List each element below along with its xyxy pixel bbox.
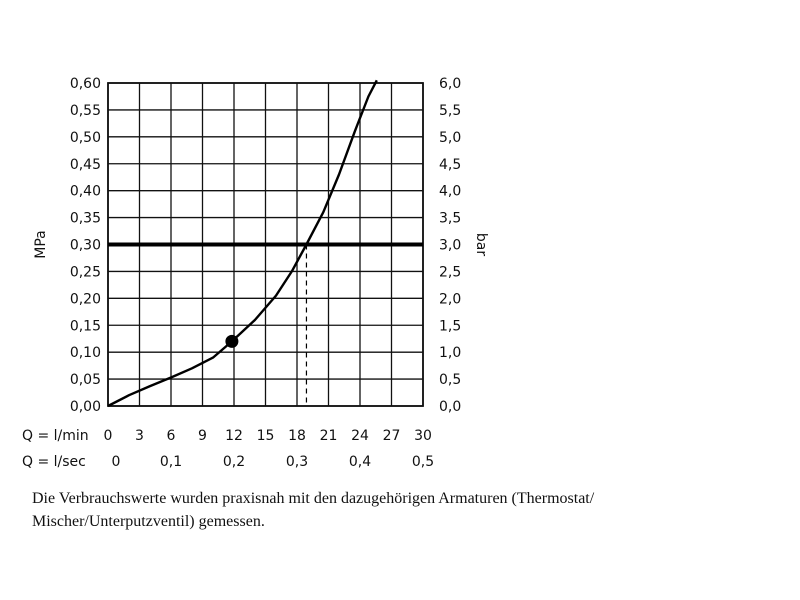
x-row2-label: Q = l/sec (22, 454, 86, 470)
pressure-curve (107, 79, 378, 408)
x-row2-tick-label: 0,2 (223, 454, 245, 470)
tick-labels: 0,000,050,100,150,200,250,300,350,400,45… (70, 76, 461, 470)
y-tick-label: 0,40 (70, 184, 101, 200)
x-row2-tick-label: 0,5 (412, 454, 434, 470)
y-tick-label: 0,55 (70, 103, 101, 119)
x-row1-tick-label: 27 (383, 428, 401, 444)
x-row1-tick-label: 9 (198, 428, 207, 444)
y-right-tick-label: 3,0 (439, 238, 461, 254)
x-row1-tick-label: 18 (288, 428, 306, 444)
y-right-tick-label: 0,0 (439, 399, 461, 415)
y-tick-label: 0,60 (70, 76, 101, 92)
x-row1-tick-label: 0 (104, 428, 113, 444)
y-right-tick-label: 5,0 (439, 130, 461, 146)
y-right-tick-label: 1,5 (439, 318, 461, 334)
y-right-tick-label: 1,0 (439, 345, 461, 361)
y-tick-label: 0,50 (70, 130, 101, 146)
x-row2-tick-label: 0,3 (286, 454, 308, 470)
x-row1-tick-label: 15 (257, 428, 275, 444)
curve-layer (107, 79, 378, 408)
y-right-tick-label: 6,0 (439, 76, 461, 92)
y-tick-label: 0,35 (70, 211, 101, 227)
y-right-tick-label: 0,5 (439, 372, 461, 388)
x-row1-tick-label: 21 (320, 428, 338, 444)
x-row1-tick-label: 6 (167, 428, 176, 444)
x-row1-tick-label: 24 (351, 428, 369, 444)
y-tick-label: 0,15 (70, 318, 101, 334)
y-tick-label: 0,30 (70, 238, 101, 254)
x-row2-tick-label: 0,1 (160, 454, 182, 470)
y-right-tick-label: 4,5 (439, 157, 461, 173)
y-right-tick-label: 2,5 (439, 264, 461, 280)
right-axis-label: bar (473, 233, 489, 256)
y-tick-label: 0,20 (70, 291, 101, 307)
x-row2-tick-label: 0 (112, 454, 121, 470)
y-right-tick-label: 2,0 (439, 291, 461, 307)
caption-line-2: Mischer/Unterputzventil) gemessen. (32, 513, 265, 530)
x-row1-tick-label: 30 (414, 428, 432, 444)
y-tick-label: 0,05 (70, 372, 101, 388)
x-row1-tick-label: 3 (135, 428, 144, 444)
caption: Die Verbrauchswerte wurden praxisnah mit… (32, 487, 772, 533)
x-row1-label: Q = l/min (22, 428, 89, 444)
x-row1-tick-label: 12 (225, 428, 243, 444)
left-axis-label: MPa (33, 230, 49, 258)
y-right-tick-label: 4,0 (439, 184, 461, 200)
operating-point-marker (225, 334, 239, 348)
reference-layer (108, 242, 423, 406)
caption-line-1: Die Verbrauchswerte wurden praxisnah mit… (32, 490, 595, 507)
y-right-tick-label: 5,5 (439, 103, 461, 119)
y-tick-label: 0,00 (70, 399, 101, 415)
y-tick-label: 0,25 (70, 264, 101, 280)
y-tick-label: 0,10 (70, 345, 101, 361)
y-tick-label: 0,45 (70, 157, 101, 173)
x-row2-tick-label: 0,4 (349, 454, 371, 470)
y-right-tick-label: 3,5 (439, 211, 461, 227)
